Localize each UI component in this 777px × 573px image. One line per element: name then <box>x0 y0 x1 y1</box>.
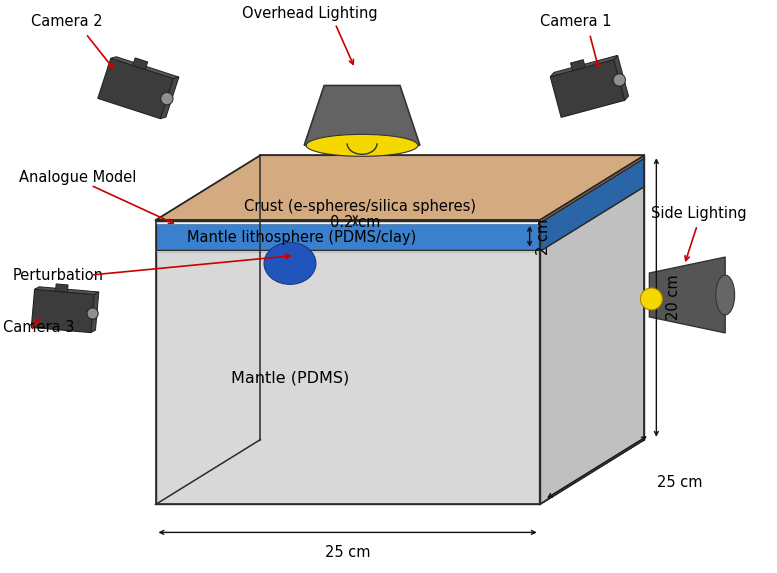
Text: Perturbation: Perturbation <box>13 268 104 282</box>
Ellipse shape <box>306 135 418 156</box>
Polygon shape <box>155 220 540 221</box>
Polygon shape <box>614 56 629 100</box>
Polygon shape <box>160 77 179 119</box>
Polygon shape <box>540 155 644 223</box>
Polygon shape <box>35 286 99 295</box>
Ellipse shape <box>87 308 98 319</box>
Text: Analogue Model: Analogue Model <box>19 170 136 185</box>
Text: Side Lighting: Side Lighting <box>651 206 747 221</box>
Polygon shape <box>305 85 420 146</box>
Text: Camera 3: Camera 3 <box>3 320 75 335</box>
Polygon shape <box>55 284 68 292</box>
Polygon shape <box>570 60 585 70</box>
Polygon shape <box>540 187 644 504</box>
Text: 20 cm: 20 cm <box>667 274 681 320</box>
Polygon shape <box>155 221 540 223</box>
Text: Mantle lithosphere (PDMS/clay): Mantle lithosphere (PDMS/clay) <box>187 230 416 245</box>
Polygon shape <box>133 58 148 69</box>
Polygon shape <box>550 60 625 117</box>
Polygon shape <box>155 223 540 250</box>
Polygon shape <box>550 56 618 77</box>
Ellipse shape <box>264 242 316 284</box>
Polygon shape <box>98 58 173 119</box>
Polygon shape <box>111 57 179 79</box>
Text: Camera 2: Camera 2 <box>31 14 103 29</box>
Text: 25 cm: 25 cm <box>657 475 703 490</box>
Ellipse shape <box>161 92 173 105</box>
Ellipse shape <box>640 288 662 310</box>
Polygon shape <box>650 257 725 333</box>
Text: Overhead Lighting: Overhead Lighting <box>242 6 378 21</box>
Polygon shape <box>155 252 540 504</box>
Text: Mantle (PDMS): Mantle (PDMS) <box>231 371 349 386</box>
Polygon shape <box>91 292 99 333</box>
Text: 0.2 cm: 0.2 cm <box>330 215 381 230</box>
Text: 2 cm: 2 cm <box>535 219 551 256</box>
Text: Camera 1: Camera 1 <box>540 14 611 29</box>
Text: Crust (e-spheres/silica spheres): Crust (e-spheres/silica spheres) <box>244 199 476 214</box>
Polygon shape <box>540 158 644 252</box>
Polygon shape <box>31 289 94 333</box>
Ellipse shape <box>716 275 735 315</box>
Polygon shape <box>155 155 644 220</box>
Polygon shape <box>155 250 540 252</box>
Ellipse shape <box>613 74 625 86</box>
Text: 25 cm: 25 cm <box>325 545 371 560</box>
